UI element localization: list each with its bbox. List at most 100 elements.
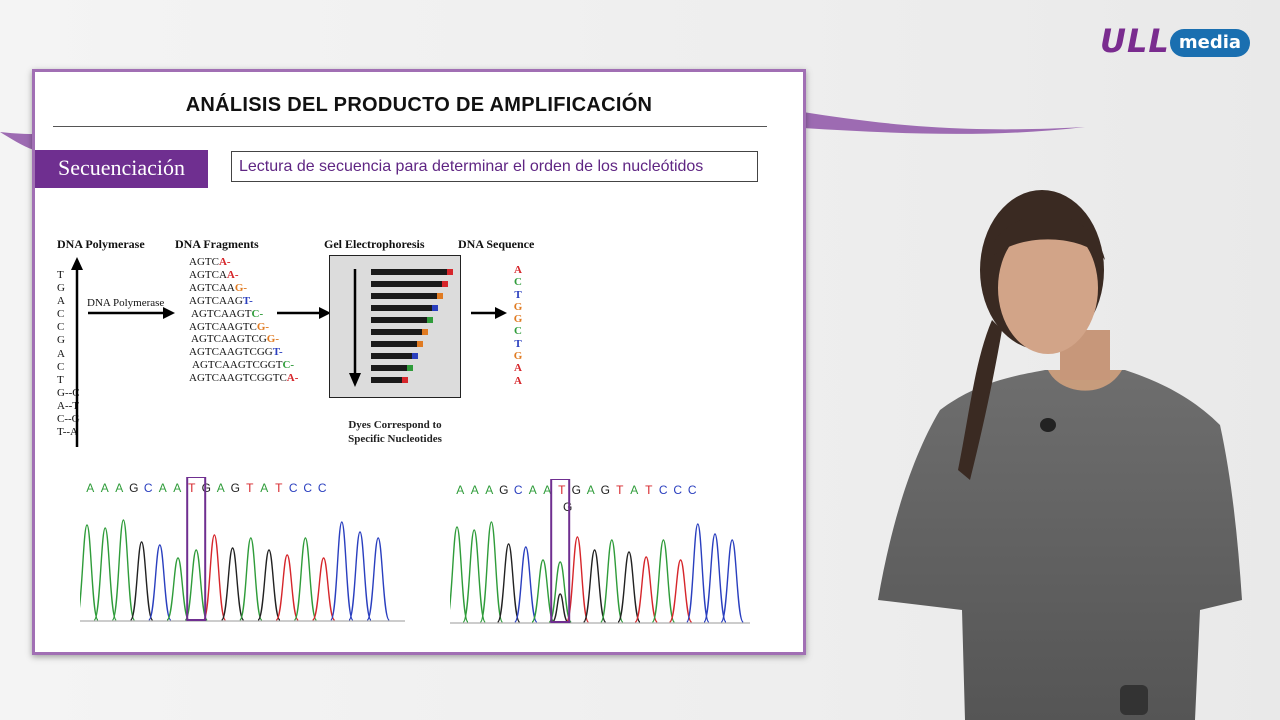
dna-fragment: AGTCAAGTCGG- bbox=[189, 333, 298, 346]
template-base: C bbox=[57, 321, 65, 334]
chromatogram-peak bbox=[600, 539, 624, 623]
header-dna-fragments: DNA Fragments bbox=[175, 237, 259, 251]
chromatogram-peak bbox=[239, 537, 263, 621]
fragment-prefix: AGTCAAGTC bbox=[189, 320, 257, 333]
fragment-prefix: AGTCAAGTCGG bbox=[189, 346, 273, 359]
sequence-base: G bbox=[513, 350, 523, 363]
chromatogram-peak bbox=[720, 539, 744, 623]
chromatogram-base: T bbox=[558, 483, 566, 497]
chromatogram-peak bbox=[348, 531, 372, 621]
chromatogram-base: C bbox=[303, 481, 313, 495]
chromatogram-peak bbox=[220, 547, 245, 621]
fragment-prefix: AGTCAAG bbox=[189, 294, 243, 307]
chromatogram-peak bbox=[703, 533, 727, 623]
chromatogram-base: T bbox=[645, 483, 653, 497]
polymerase-arrow-label: DNA Polymerase bbox=[87, 297, 165, 309]
chromatogram-base: G bbox=[129, 481, 139, 495]
chromatogram-base: A bbox=[100, 481, 109, 495]
fragment-terminal-base: C- bbox=[282, 359, 295, 372]
variant-base-label: G bbox=[563, 500, 573, 514]
fragment-prefix: AGTCAAGTCGGTC bbox=[189, 372, 287, 385]
dyes-caption: Dyes Correspond to Specific Nucleotides bbox=[325, 418, 465, 446]
fragment-terminal-base: G- bbox=[256, 320, 270, 333]
section-description: Lectura de secuencia para determinar el … bbox=[231, 151, 758, 182]
section-tag: Secuenciación bbox=[35, 150, 208, 188]
gel-band bbox=[371, 377, 408, 383]
sequence-base: C bbox=[514, 325, 522, 338]
chromatogram-base: A bbox=[586, 483, 595, 497]
template-base: T bbox=[57, 373, 64, 386]
gel-band bbox=[371, 269, 453, 275]
header-gel-electrophoresis: Gel Electrophoresis bbox=[324, 237, 425, 251]
chromatogram-peak bbox=[668, 559, 693, 623]
gel-band bbox=[371, 293, 443, 299]
fragment-terminal-base: A- bbox=[218, 256, 231, 268]
chromatogram-peak bbox=[366, 537, 390, 621]
chromatogram-1 bbox=[80, 477, 405, 622]
dna-fragment: AGTCAAGTCG- bbox=[189, 321, 298, 334]
sequence-base: G bbox=[513, 313, 523, 326]
chromatogram-base: C bbox=[673, 483, 683, 497]
slide: ANÁLISIS DEL PRODUCTO DE AMPLIFICACIÓN S… bbox=[32, 69, 806, 655]
chromatogram-base: A bbox=[543, 483, 552, 497]
chromatogram-base: G bbox=[499, 483, 509, 497]
chromatogram-variant-peak bbox=[551, 593, 569, 623]
chromatogram-peak bbox=[129, 541, 154, 621]
fragment-prefix: AGTCAAGT bbox=[191, 307, 252, 320]
template-base: G bbox=[57, 282, 65, 295]
chromatogram-peak bbox=[514, 546, 538, 623]
chromatogram-base: A bbox=[630, 483, 639, 497]
gel-band-dye bbox=[402, 377, 408, 383]
chromatogram-base: T bbox=[246, 481, 254, 495]
dna-fragment: AGTCAAGT- bbox=[189, 295, 298, 308]
template-base: C bbox=[57, 308, 65, 321]
chromatogram-base: A bbox=[173, 481, 182, 495]
chromatogram-base: A bbox=[216, 481, 225, 495]
chromatogram-peak bbox=[330, 521, 354, 621]
fragment-prefix: AGTCAA bbox=[189, 281, 235, 294]
dna-fragment: AGTCAAGTCGGT- bbox=[189, 346, 298, 359]
template-strand: T G A C C G A C T G--C A--T C--G T--A bbox=[57, 269, 80, 439]
template-base: C bbox=[57, 360, 65, 373]
dna-fragment: AGTCAAGTCGGTCA- bbox=[189, 372, 298, 385]
fragment-terminal-base: C- bbox=[251, 307, 264, 320]
chromatogram-2 bbox=[450, 479, 750, 624]
fragment-terminal-base: G- bbox=[234, 281, 248, 294]
gel-band-dye bbox=[412, 353, 418, 359]
chromatogram-base: A bbox=[86, 481, 95, 495]
chromatogram-base: G bbox=[230, 481, 240, 495]
fragment-terminal-base: A- bbox=[226, 268, 239, 281]
chromatogram-base: T bbox=[188, 481, 196, 495]
sequence-base: C bbox=[514, 276, 522, 289]
chromatogram-base: C bbox=[288, 481, 298, 495]
chromatogram-peak bbox=[80, 524, 99, 621]
ull-media-logo: ULL media bbox=[1100, 22, 1252, 62]
fragment-terminal-base: T- bbox=[242, 294, 253, 307]
highlight-box bbox=[550, 479, 571, 623]
gel-band-dye bbox=[422, 329, 428, 335]
chromatogram-base: C bbox=[317, 481, 327, 495]
chromatogram-peak bbox=[479, 521, 504, 623]
chromatogram-peak bbox=[450, 526, 469, 623]
chromatogram-peak bbox=[617, 551, 641, 623]
logo-ull-text: ULL bbox=[1100, 22, 1170, 60]
slide-title: ANÁLISIS DEL PRODUCTO DE AMPLIFICACIÓN bbox=[185, 94, 653, 116]
chromatogram-peak bbox=[275, 554, 299, 621]
chromatogram-peak bbox=[184, 549, 208, 621]
chromatogram-base: G bbox=[201, 481, 211, 495]
gel-band bbox=[371, 365, 413, 371]
gel-band bbox=[371, 341, 423, 347]
chromatogram-peak bbox=[686, 523, 710, 623]
chromatogram-peak bbox=[311, 557, 336, 621]
chromatogram-peak bbox=[111, 519, 136, 621]
gel-band-dye bbox=[447, 269, 453, 275]
caption-line-2: Specific Nucleotides bbox=[348, 433, 442, 445]
fragment-terminal-base: T- bbox=[272, 346, 283, 359]
header-dna-polymerase: DNA Polymerase bbox=[57, 237, 145, 251]
gel-band-dye bbox=[427, 317, 433, 323]
sequence-base: A bbox=[514, 362, 522, 375]
fragment-prefix: AGTC bbox=[189, 256, 219, 268]
sequence-base: A bbox=[514, 264, 522, 276]
